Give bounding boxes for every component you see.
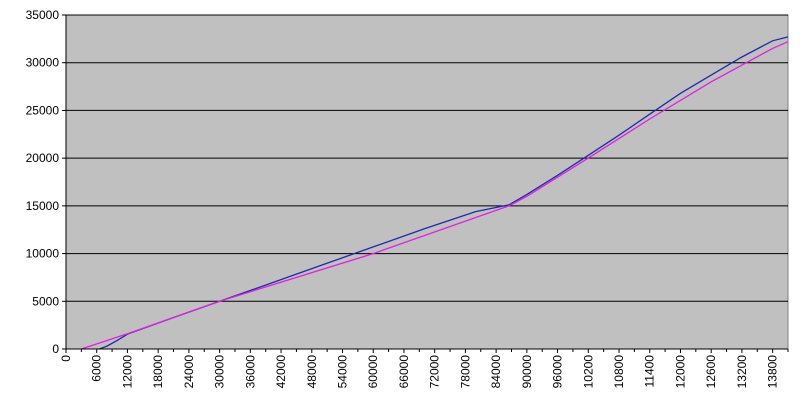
x-tick-label: 90000 (520, 355, 534, 389)
x-tick-label: 66000 (397, 355, 411, 389)
x-tick-label: 0 (59, 355, 73, 362)
x-tick-label: 24000 (182, 355, 196, 389)
x-tick-label: 30000 (213, 355, 227, 389)
x-tick-label: 11400 (643, 355, 657, 388)
x-tick-label: 84000 (489, 355, 503, 389)
x-tick-label: 48000 (305, 355, 319, 389)
plot-area (65, 14, 789, 350)
x-tick-label: 13200 (735, 355, 749, 389)
x-tick-label: 78000 (458, 355, 472, 389)
x-tick-label: 6000 (90, 355, 104, 382)
gridlines (66, 14, 788, 302)
y-tick-label: 20000 (26, 151, 60, 165)
series-line-2 (81, 41, 789, 350)
x-tick-label: 10200 (581, 355, 595, 389)
x-tick-label: 72000 (428, 355, 442, 389)
x-tick-label: 18000 (151, 355, 165, 389)
x-tick-label: 42000 (274, 355, 288, 389)
x-tick-label: 54000 (336, 355, 350, 389)
x-tick-label: 10800 (612, 355, 626, 389)
y-tick-label: 30000 (26, 56, 60, 70)
y-tick-label: 10000 (26, 247, 60, 261)
x-tick-label: 96000 (551, 355, 565, 389)
y-tick-label: 5000 (32, 294, 59, 308)
x-tick-label: 60000 (366, 355, 380, 389)
x-axis: 0 6000 12000 18000 24000 30000 36000 42000 48000… (59, 348, 789, 389)
x-tick-label: 36000 (243, 355, 257, 389)
y-tick-label: 35000 (26, 8, 60, 22)
x-tick-label: 12600 (704, 355, 718, 389)
y-tick-label: 15000 (26, 199, 60, 213)
x-tick-label: 12000 (120, 355, 134, 389)
x-tick-label: 12000 (673, 355, 687, 389)
y-tick-label: 25000 (26, 103, 60, 117)
y-tick-label: 0 (52, 342, 59, 356)
x-tick-label: 13800 (766, 355, 780, 389)
y-axis: 0 5000 10000 15000 20000 25000 30000 35000 (26, 8, 67, 356)
series-lines (81, 36, 789, 350)
